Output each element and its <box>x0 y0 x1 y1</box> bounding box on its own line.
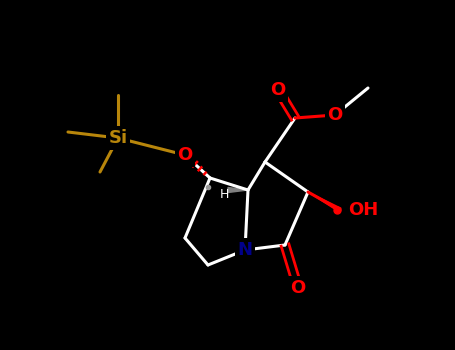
Text: N: N <box>238 241 253 259</box>
Text: O: O <box>328 106 343 124</box>
Text: H: H <box>219 188 229 201</box>
Text: O: O <box>290 279 306 297</box>
Text: O: O <box>177 146 192 164</box>
Text: OH: OH <box>348 201 378 219</box>
Text: Si: Si <box>108 129 127 147</box>
Polygon shape <box>308 192 341 212</box>
Polygon shape <box>228 188 248 193</box>
Text: O: O <box>270 81 286 99</box>
